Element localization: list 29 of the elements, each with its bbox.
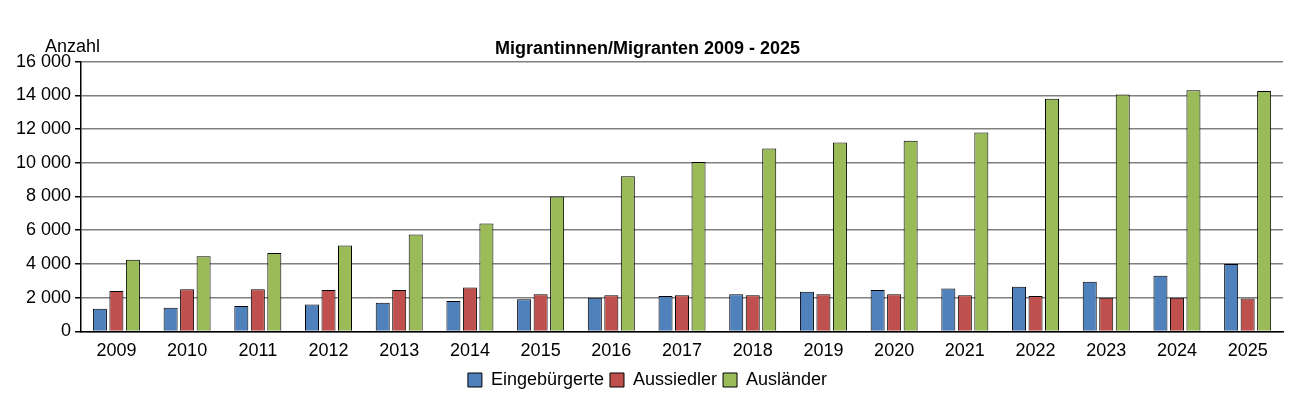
y-tick-label: 14 000 — [15, 84, 72, 105]
x-tick-label: 2025 — [1227, 340, 1268, 361]
x-tick-label: 2011 — [238, 340, 278, 361]
x-tick-label: 2010 — [167, 340, 208, 361]
x-tick-label: 2018 — [732, 340, 773, 361]
y-tick-label: 10 000 — [15, 151, 72, 172]
x-tick-label: 2019 — [803, 340, 844, 361]
x-tick-label: 2014 — [449, 340, 490, 361]
x-tick-label: 2015 — [520, 340, 561, 361]
y-tick-label: 12 000 — [15, 118, 72, 139]
x-tick-label: 2023 — [1086, 340, 1127, 361]
x-tick-label: 2017 — [662, 340, 703, 361]
chart-title: Migrantinnen/Migranten 2009 - 2025 — [494, 37, 801, 58]
x-tick-label: 2020 — [874, 340, 915, 361]
legend-label: Aussiedler — [632, 368, 718, 389]
legend-label: Eingebürgerte — [490, 368, 605, 389]
x-tick-label: 2024 — [1156, 340, 1197, 361]
x-tick-label: 2013 — [379, 340, 420, 361]
y-tick-label: 8 000 — [26, 185, 72, 206]
y-tick-label: 4 000 — [26, 252, 72, 273]
y-tick-label: 6 000 — [26, 219, 72, 240]
x-tick-label: 2012 — [308, 340, 349, 361]
x-tick-label: 2009 — [96, 340, 137, 361]
legend-label: Ausländer — [746, 368, 828, 389]
x-tick-label: 2021 — [944, 340, 985, 361]
y-tick-label: 0 — [61, 320, 72, 341]
x-tick-label: 2016 — [591, 340, 632, 361]
x-tick-label: 2022 — [1015, 340, 1056, 361]
y-tick-label: 2 000 — [26, 286, 72, 307]
